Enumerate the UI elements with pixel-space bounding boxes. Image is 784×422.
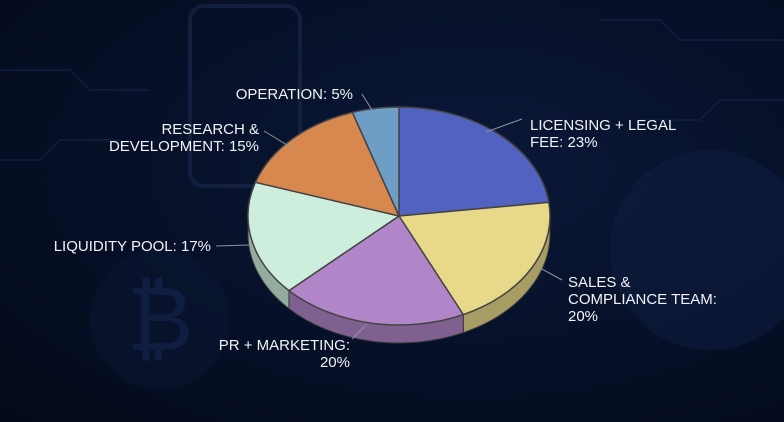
pie-slice-liquidity-pool[interactable] [247,181,400,292]
pie-slice-operation[interactable] [351,106,400,217]
slice-label-line: FEE: 23% [530,134,598,151]
pie-slices [247,106,551,326]
circuit-lines-icon [0,19,784,161]
slice-label-1: SALES & COMPLIANCE TEAM: 20% [568,274,717,325]
pie-slice-licensing-legal-fee[interactable] [398,106,550,217]
slice-label-2: PR + MARKETING: 20% [219,337,350,371]
globe-icon [610,150,784,350]
slice-label-0: LICENSING + LEGAL FEE: 23% [530,117,676,151]
leader-line-1 [539,267,563,281]
slice-label-line: RESEARCH & [161,121,259,138]
pie-slice-sales-compliance-team[interactable] [398,201,551,316]
slice-label-5: OPERATION: 5% [236,86,353,103]
leader-lines [215,93,563,340]
slice-label-line: LICENSING + LEGAL [530,117,676,134]
phone-outline-icon [188,4,302,188]
leader-line-3 [215,244,250,247]
slice-label-line: PR + MARKETING: [219,337,350,354]
bitcoin-icon: ₿ [127,270,194,370]
slice-label-line: 20% [568,308,598,325]
slice-label-4: RESEARCH & DEVELOPMENT: 15% [109,121,259,155]
leader-line-4 [263,130,293,149]
slice-label-line: 20% [320,354,350,371]
leader-line-0 [485,118,523,133]
slice-label-line: LIQUIDITY POOL: 17% [54,238,211,255]
pie-slice-research-development[interactable] [254,111,400,217]
slice-label-line: COMPLIANCE TEAM: [568,291,717,308]
slice-label-3: LIQUIDITY POOL: 17% [54,238,211,255]
leader-line-2 [351,323,368,340]
slice-label-line: DEVELOPMENT: 15% [109,138,259,155]
slice-label-line: SALES & [568,274,631,291]
slice-label-line: OPERATION: 5% [236,86,353,103]
leader-line-5 [361,93,373,111]
slice-labels: LICENSING + LEGAL FEE: 23% SALES & COMPLIAN… [54,86,717,371]
pie-slice-pr-marketing[interactable] [288,215,465,326]
coin-icon [90,250,230,390]
